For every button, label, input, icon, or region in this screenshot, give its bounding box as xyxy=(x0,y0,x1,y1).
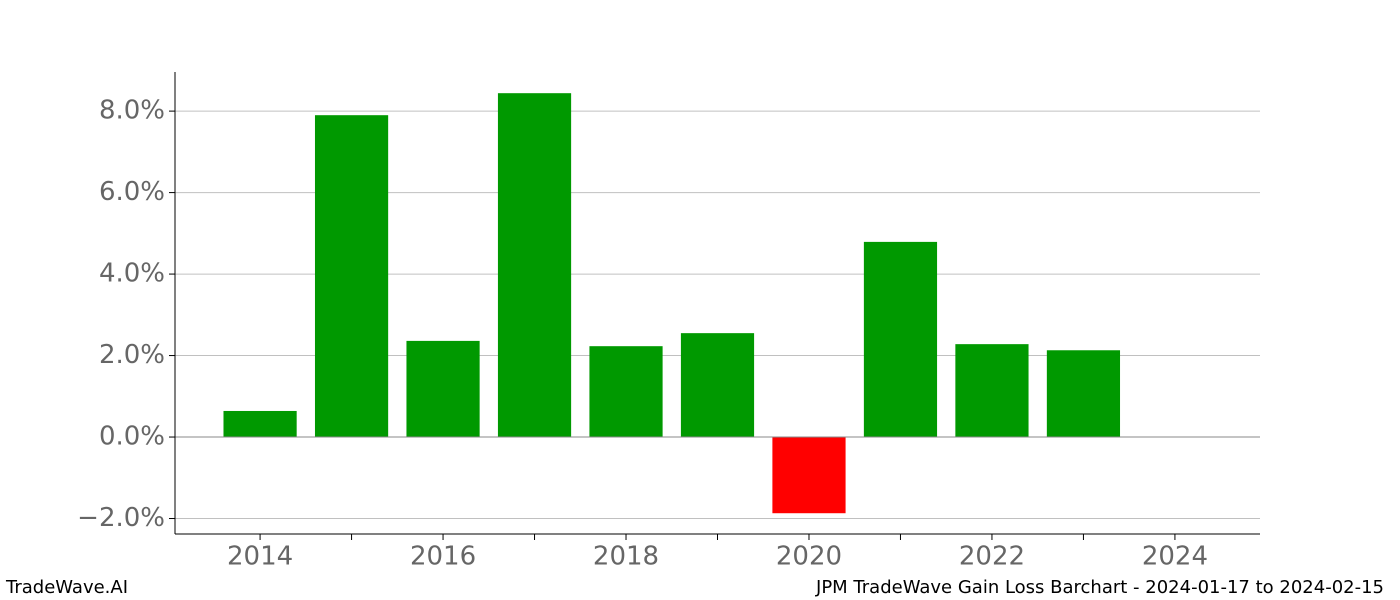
y-tick-label: −2.0% xyxy=(77,503,165,533)
bar xyxy=(406,340,480,438)
x-tick-label: 2018 xyxy=(593,542,659,572)
x-tick-label: 2020 xyxy=(776,542,842,572)
bar xyxy=(863,241,938,438)
bar xyxy=(772,437,846,514)
y-tick-label: 2.0% xyxy=(99,340,165,370)
x-tick-label: 2016 xyxy=(410,542,476,572)
footer-right: JPM TradeWave Gain Loss Barchart - 2024-… xyxy=(815,577,1384,598)
bar xyxy=(680,333,755,438)
y-tick-label: 6.0% xyxy=(99,177,165,207)
y-tick-label: 8.0% xyxy=(99,96,165,126)
y-tick-label: 4.0% xyxy=(99,259,165,289)
x-tick-label: 2024 xyxy=(1142,542,1208,572)
bar xyxy=(955,344,1029,438)
x-tick-label: 2014 xyxy=(227,542,293,572)
bar xyxy=(497,93,572,438)
footer-left: TradeWave.AI xyxy=(5,577,128,598)
bar xyxy=(589,346,663,438)
x-tick-label: 2022 xyxy=(959,542,1025,572)
bar xyxy=(223,410,297,438)
y-tick-label: 0.0% xyxy=(99,422,165,452)
bar xyxy=(1046,350,1121,438)
bar xyxy=(314,115,389,438)
